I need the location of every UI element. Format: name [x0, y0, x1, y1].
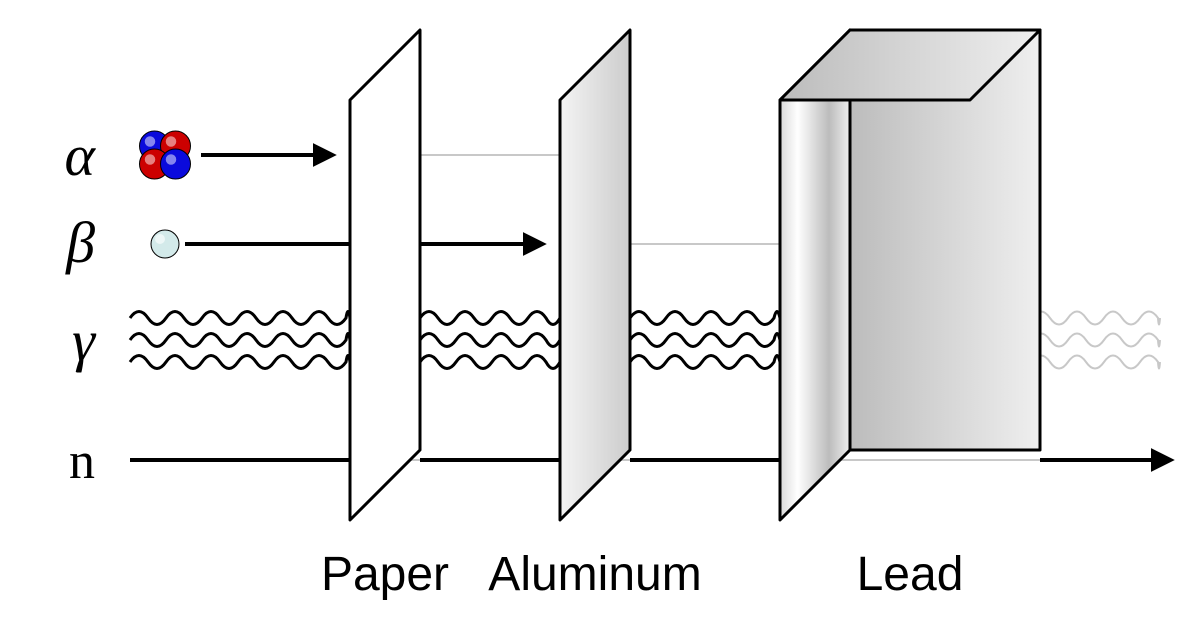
gamma-wave-1-seg2	[420, 334, 560, 347]
paper-caption: Paper	[321, 548, 449, 601]
barriers	[350, 30, 1040, 520]
gamma-wave-2-seg1	[130, 356, 350, 369]
gamma-wave-0-seg2	[420, 312, 560, 325]
aluminum-caption: Aluminum	[488, 548, 701, 601]
beta-particle-icon	[151, 230, 179, 258]
paper-barrier	[350, 30, 420, 520]
gamma-wave-2-seg3	[630, 356, 780, 369]
alpha-particle-icon	[140, 131, 191, 179]
gamma-wave-2-seg2	[420, 356, 560, 369]
gamma-wave-1-seg3	[630, 334, 780, 347]
alpha-label: α	[65, 123, 97, 188]
aluminum-barrier	[560, 30, 630, 520]
beta-label: β	[65, 210, 95, 275]
gamma-label: γ	[72, 308, 97, 373]
lead-caption: Lead	[857, 548, 964, 601]
lead-front-face	[780, 30, 850, 520]
gamma-wave-1-seg1	[130, 334, 350, 347]
neutron-label: n	[69, 433, 95, 490]
gamma-wave-0-seg3	[630, 312, 780, 325]
gamma-wave-0-seg1	[130, 312, 350, 325]
